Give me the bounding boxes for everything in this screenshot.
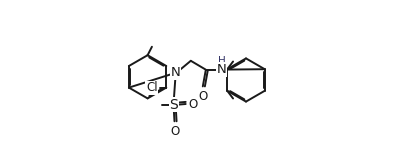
- Text: N: N: [217, 63, 227, 76]
- Text: H: H: [218, 56, 226, 66]
- Text: N: N: [171, 66, 181, 79]
- Text: Cl: Cl: [146, 81, 158, 94]
- Text: O: O: [199, 90, 208, 103]
- Text: S: S: [169, 98, 178, 112]
- Text: O: O: [188, 97, 198, 111]
- Text: O: O: [170, 125, 179, 138]
